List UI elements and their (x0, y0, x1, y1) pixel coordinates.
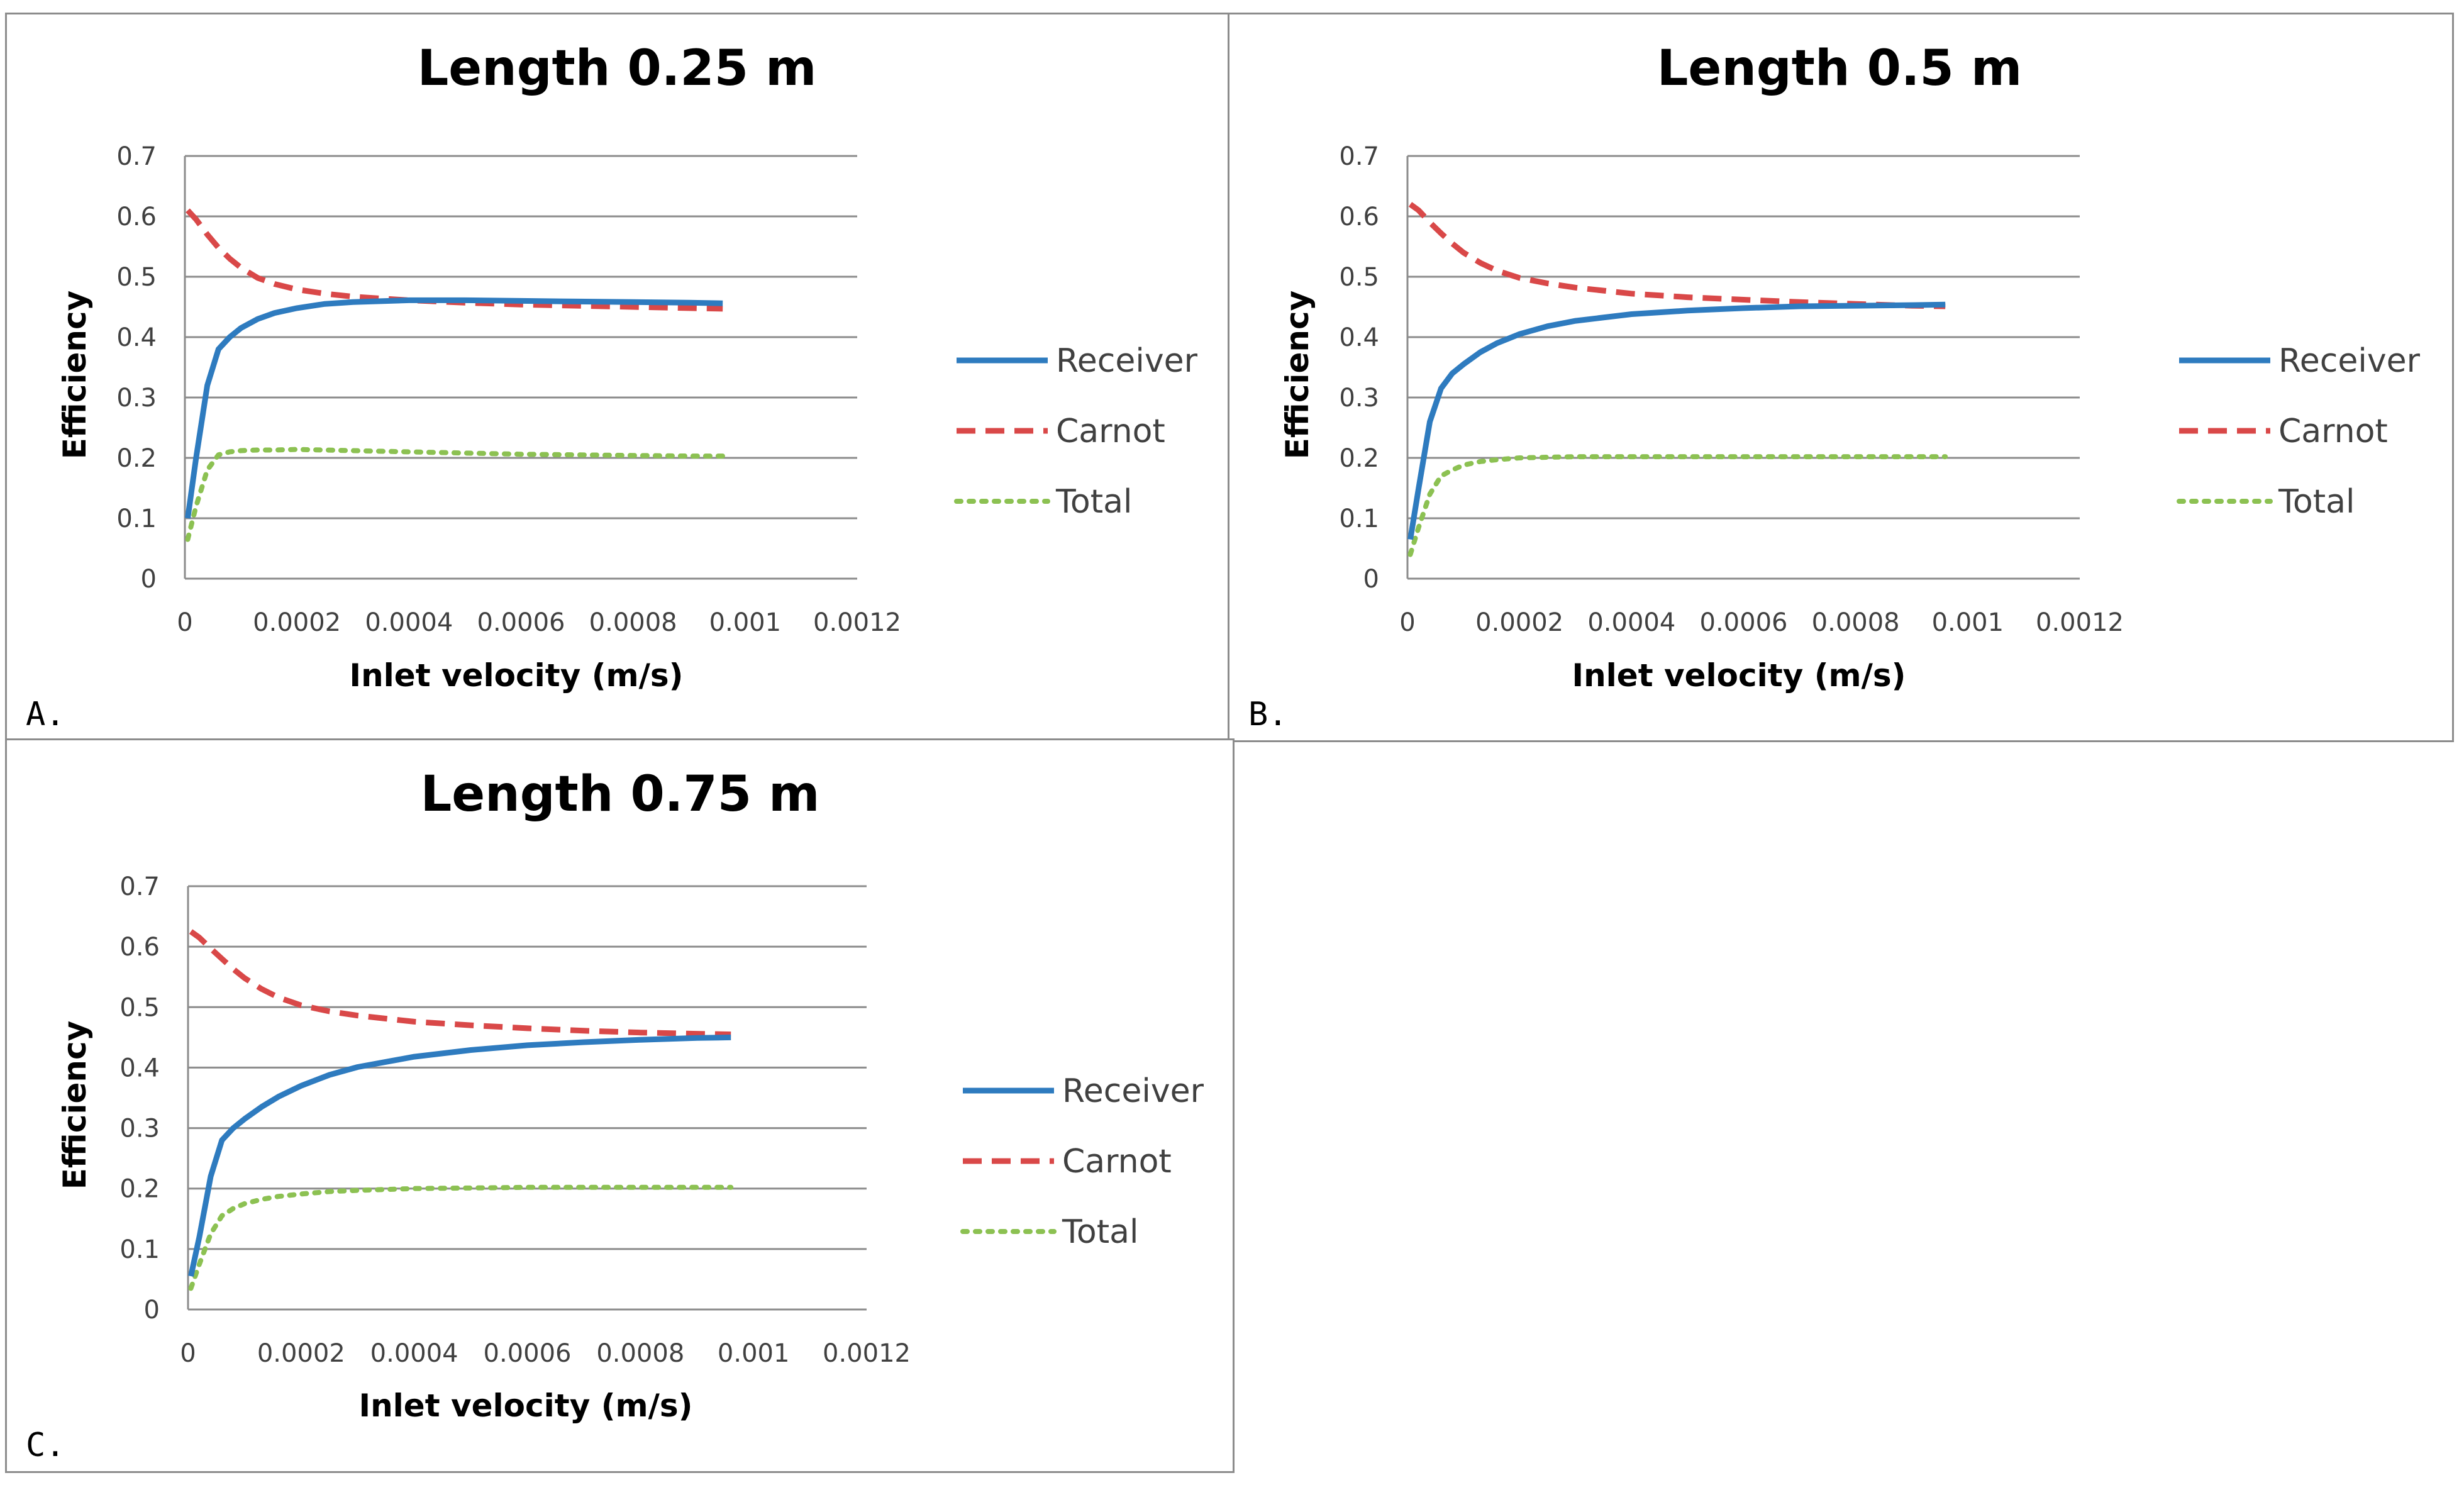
x-tick-label: 0.0004 (370, 1339, 458, 1368)
panel-label: A. (26, 696, 65, 733)
x-tick-label: 0.0012 (2036, 608, 2124, 637)
legend-label-receiver: Receiver (1062, 1072, 1204, 1110)
y-tick-label: 0.7 (1339, 142, 1379, 171)
y-tick-label: 0 (141, 565, 157, 594)
x-tick-label: 0.0006 (477, 608, 565, 637)
x-tick-label: 0.0012 (813, 608, 901, 637)
x-tick-label: 0.0012 (823, 1339, 911, 1368)
y-tick-label: 0.7 (119, 872, 160, 901)
y-tick-label: 0.1 (1339, 504, 1379, 533)
series-line-receiver (188, 1034, 731, 1277)
series-line-receiver (1407, 301, 1946, 540)
x-tick-label: 0 (177, 608, 192, 637)
y-tick-label: 0.5 (1339, 263, 1379, 292)
panel-label: B. (1248, 696, 1288, 733)
legend-label-total: Total (1062, 1213, 1138, 1251)
x-tick-label: 0.0004 (1587, 608, 1675, 637)
series-line-carnot (186, 208, 723, 312)
y-tick-label: 0 (1363, 565, 1379, 594)
y-tick-label: 0.7 (116, 142, 157, 171)
chart-svg: 0 0.1 0.2 0.3 0.4 0.5 0.6 0.7 0 0.0002 0.0004 0.000… (26, 766, 1204, 1464)
y-tick-label: 0.3 (1339, 384, 1379, 413)
y-axis-label: Efficiency (1279, 291, 1316, 459)
y-tick-label: 0.1 (119, 1235, 160, 1264)
x-tick-label: 0.001 (1932, 608, 2004, 637)
legend: Receiver Carnot Total (954, 342, 1198, 521)
y-tick-label: 0 (144, 1296, 160, 1325)
chart-panel-a: 0 0.1 0.2 0.3 0.4 0.5 0.6 0.7 0 0.0002 0.0004 0.000… (5, 13, 1231, 742)
y-tick-label: 0.2 (116, 444, 157, 473)
panel-label: C. (26, 1426, 65, 1464)
series-line-receiver (185, 297, 723, 519)
x-tick-label: 0.001 (709, 608, 782, 637)
chart-title: Length 0.75 m (421, 766, 820, 823)
legend-label-receiver: Receiver (2278, 342, 2421, 380)
y-tick-label: 0.4 (1339, 323, 1379, 352)
x-axis-label: Inlet velocity (m/s) (349, 657, 683, 694)
x-axis-label: Inlet velocity (m/s) (358, 1387, 692, 1424)
x-tick-label: 0.0008 (589, 608, 677, 637)
chart-panel-c: 0 0.1 0.2 0.3 0.4 0.5 0.6 0.7 0 0.0002 0.0004 0.000… (5, 738, 1235, 1473)
x-tick-label: 0.0004 (365, 608, 453, 637)
chart-title: Length 0.5 m (1657, 40, 2023, 97)
legend-label-total: Total (1055, 483, 1132, 521)
y-axis-label: Efficiency (57, 291, 93, 459)
y-tick-label: 0.6 (116, 203, 157, 231)
legend-label-total: Total (2278, 483, 2355, 521)
series-line-carnot (189, 929, 731, 1038)
legend-label-carnot: Carnot (1056, 413, 1165, 450)
x-tick-label: 0.0006 (484, 1339, 572, 1368)
legend-label-carnot: Carnot (2278, 413, 2388, 450)
series-line-total (1407, 454, 1948, 557)
x-tick-label: 0.0002 (257, 1339, 345, 1368)
x-tick-label: 0.0006 (1700, 608, 1788, 637)
legend-label-carnot: Carnot (1062, 1143, 1172, 1181)
y-tick-label: 0.5 (119, 993, 160, 1022)
x-axis-label: Inlet velocity (m/s) (1572, 657, 1906, 694)
chart-svg: 0 0.1 0.2 0.3 0.4 0.5 0.6 0.7 0 0.0002 0.0004 0.000… (1248, 40, 2421, 733)
y-axis-label: Efficiency (57, 1021, 93, 1189)
legend: Receiver Carnot Total (960, 1072, 1204, 1251)
y-tick-label: 0.4 (116, 323, 157, 352)
legend-label-receiver: Receiver (1056, 342, 1198, 380)
y-tick-label: 0.1 (116, 504, 157, 533)
x-tick-label: 0.0008 (1812, 608, 1900, 637)
chart-panel-b: 0 0.1 0.2 0.3 0.4 0.5 0.6 0.7 0 0.0002 0.0004 0.000… (1228, 13, 2454, 742)
series-line-total (185, 447, 726, 542)
x-tick-label: 0.0002 (253, 608, 341, 637)
x-tick-label: 0 (180, 1339, 196, 1368)
y-tick-label: 0.4 (119, 1054, 160, 1082)
series-line-carnot (1408, 202, 1946, 309)
chart-svg: 0 0.1 0.2 0.3 0.4 0.5 0.6 0.7 0 0.0002 0.0004 0.000… (26, 40, 1198, 733)
y-tick-label: 0.2 (1339, 444, 1379, 473)
x-tick-label: 0 (1399, 608, 1415, 637)
x-tick-label: 0.001 (718, 1339, 790, 1368)
y-tick-label: 0.3 (116, 384, 157, 413)
x-tick-label: 0.0008 (596, 1339, 684, 1368)
x-tick-label: 0.0002 (1475, 608, 1563, 637)
chart-title: Length 0.25 m (418, 40, 817, 97)
series-line-total (188, 1184, 734, 1291)
y-tick-label: 0.6 (1339, 203, 1379, 231)
y-tick-label: 0.6 (119, 933, 160, 962)
legend: Receiver Carnot Total (2177, 342, 2421, 521)
y-tick-label: 0.5 (116, 263, 157, 292)
y-tick-label: 0.3 (119, 1115, 160, 1143)
y-tick-label: 0.2 (119, 1175, 160, 1204)
